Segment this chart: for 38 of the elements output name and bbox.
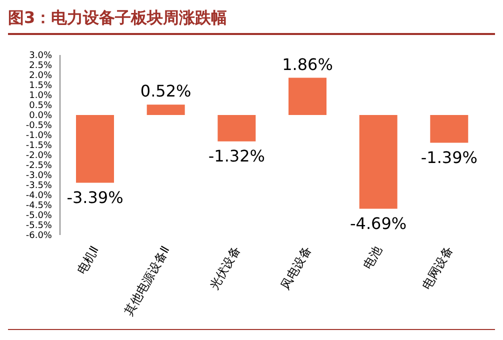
data-label: 1.86%	[282, 54, 333, 74]
y-tick-label: -3.0%	[26, 171, 52, 182]
chart-title: 图3：电力设备子板块周涨跌幅	[8, 8, 495, 35]
bar	[359, 115, 398, 209]
y-tick-label: -5.5%	[26, 221, 52, 232]
y-tick-label: -4.5%	[26, 201, 52, 212]
x-tick-label: 电机Ⅱ	[74, 244, 102, 276]
x-tick-label: 风电设备	[278, 244, 314, 292]
data-label: -3.39%	[66, 188, 124, 207]
y-tick-label: -2.5%	[26, 161, 52, 172]
y-tick-label: 3.0%	[29, 51, 52, 62]
x-tick-label: 光伏设备	[207, 244, 244, 292]
y-tick-label: 1.5%	[29, 81, 52, 92]
data-label: -1.32%	[208, 146, 265, 166]
y-tick-label: -0.5%	[26, 121, 52, 132]
y-tick-label: -3.5%	[26, 181, 52, 192]
bar	[288, 78, 326, 115]
bar	[76, 115, 114, 183]
y-tick-label: 0.5%	[29, 101, 52, 112]
bar	[430, 115, 468, 143]
data-label: 0.52%	[140, 82, 192, 101]
y-tick-label: -5.0%	[26, 211, 52, 222]
y-tick-label: -6.0%	[26, 231, 52, 242]
y-tick-label: 0.0%	[29, 111, 52, 122]
bar	[218, 115, 256, 142]
y-tick-label: -2.0%	[26, 151, 52, 162]
data-label: -1.39%	[420, 148, 478, 167]
x-tick-label: 电池	[360, 244, 385, 272]
y-tick-label: -1.0%	[26, 131, 52, 142]
y-tick-label: 2.0%	[29, 71, 52, 82]
y-tick-label: 1.0%	[29, 91, 52, 102]
y-tick-label: -4.0%	[26, 191, 52, 202]
data-label: -4.69%	[350, 214, 407, 233]
bar	[146, 104, 185, 115]
x-tick-label: 电网设备	[420, 244, 456, 292]
y-tick-label: -1.5%	[26, 141, 52, 152]
y-tick-label: 2.5%	[29, 61, 52, 72]
x-tick-label: 其他电源设备Ⅱ	[121, 244, 172, 318]
